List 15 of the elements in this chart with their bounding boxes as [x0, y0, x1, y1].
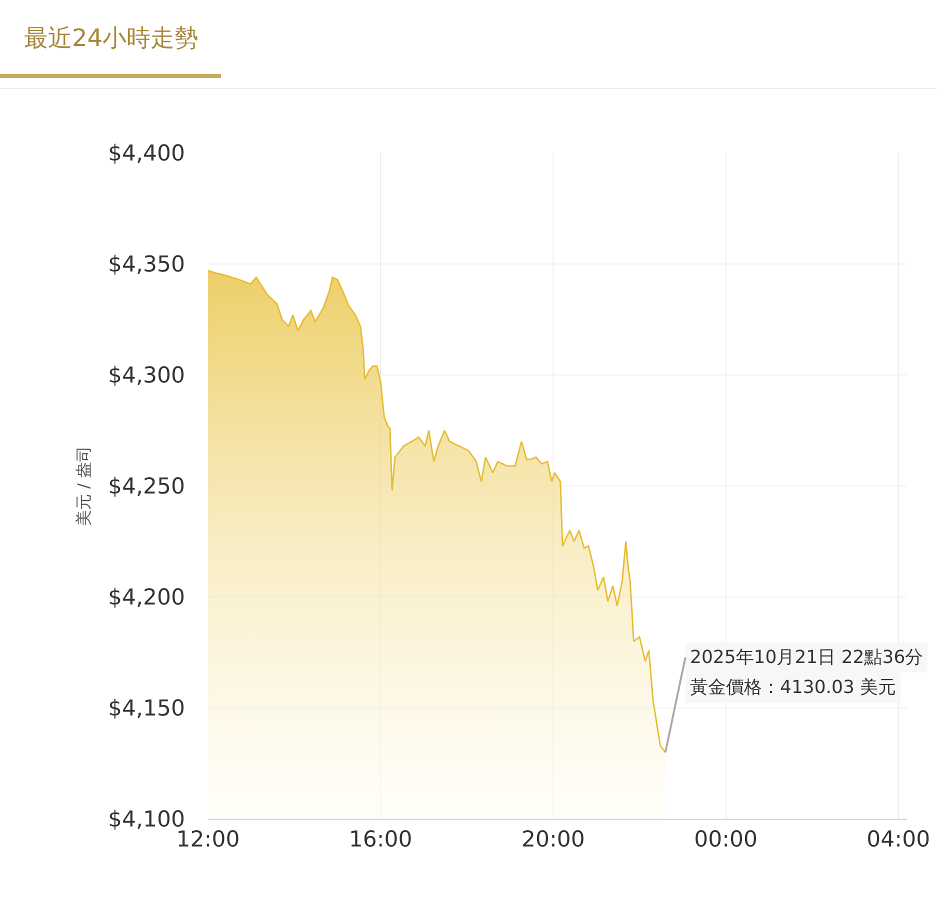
x-tick-label: 04:00 — [866, 827, 930, 852]
y-tick-label: $4,250 — [108, 474, 185, 500]
y-axis-title: 美元 / 盎司 — [74, 446, 93, 526]
x-tick-label: 20:00 — [521, 827, 585, 852]
x-tick-label: 12:00 — [176, 827, 240, 852]
x-tick-label: 16:00 — [348, 827, 412, 852]
y-tick-label: $4,200 — [108, 586, 185, 611]
y-tick-label: $4,400 — [108, 142, 185, 167]
y-tick-label: $4,150 — [108, 696, 185, 722]
x-tick-label: 00:00 — [694, 827, 758, 852]
chart-title: 最近24小時走勢 — [0, 22, 221, 78]
annotation: 2025年10月21日 22點36分 — [690, 647, 924, 668]
annotation: 黃金價格：4130.03 美元 — [690, 677, 896, 698]
y-tick-label: $4,350 — [108, 252, 185, 278]
y-tick-label: $4,300 — [108, 364, 185, 389]
